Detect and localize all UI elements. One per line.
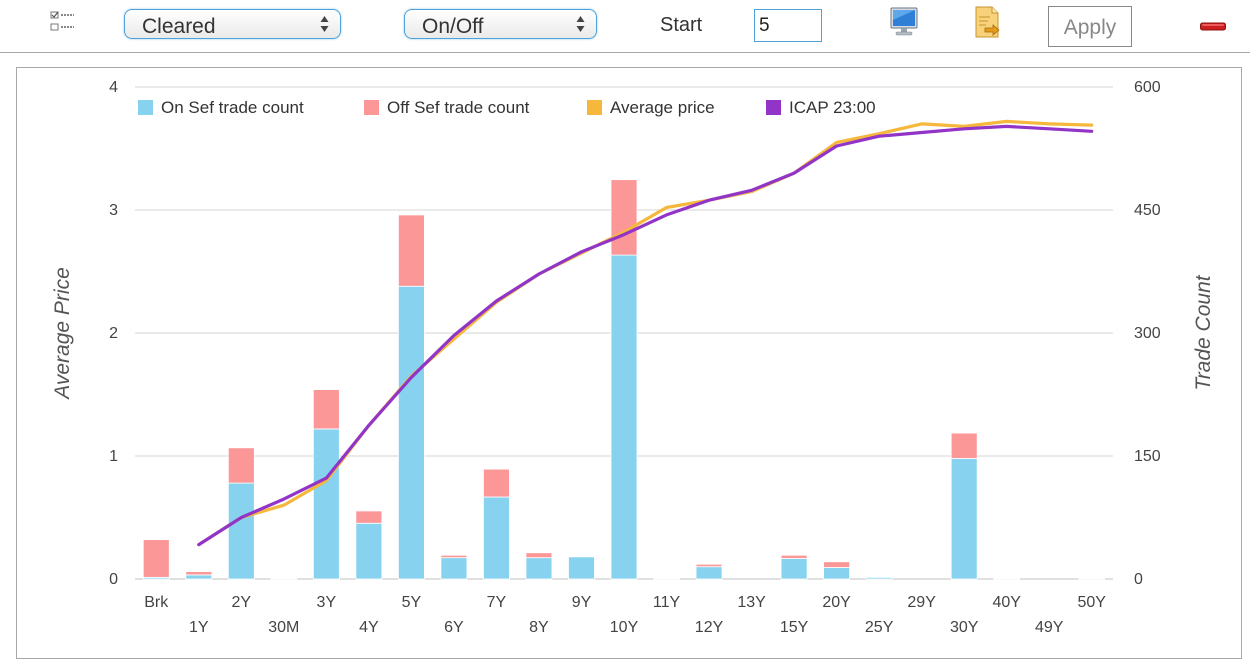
left-axis-title: Average Price	[51, 267, 74, 401]
legend-label: Average price	[610, 98, 715, 117]
bar	[568, 556, 595, 580]
bar	[312, 428, 340, 580]
select-arrows-icon	[320, 16, 329, 32]
bar	[950, 432, 978, 459]
clearing-select-value: Cleared	[142, 15, 216, 38]
bar	[312, 389, 340, 430]
category-label: 20Y	[822, 594, 851, 611]
bar	[440, 554, 468, 559]
right-tick-label: 0	[1134, 571, 1143, 588]
select-arrows-icon	[576, 16, 585, 32]
legend-label: Off Sef trade count	[387, 98, 530, 117]
bar	[355, 522, 383, 580]
export-icon[interactable]	[972, 5, 1002, 39]
category-label: 49Y	[1035, 619, 1064, 636]
sef-select[interactable]: On/Off	[404, 9, 597, 39]
bar	[270, 577, 298, 580]
bar	[185, 571, 213, 576]
right-tick-label: 600	[1134, 79, 1161, 96]
bar	[355, 510, 383, 524]
series-line	[197, 124, 1094, 547]
legend-swatch	[138, 100, 153, 115]
legend-swatch	[766, 100, 781, 115]
bar	[695, 563, 723, 568]
toolbar: Cleared On/Off Start Apply	[0, 0, 1250, 53]
bar	[780, 554, 808, 559]
right-axis-title: Trade Count	[1192, 274, 1215, 390]
category-label: 29Y	[907, 594, 936, 611]
legend-label: ICAP 23:00	[789, 98, 876, 117]
category-label: 40Y	[992, 594, 1021, 611]
bar	[823, 567, 851, 580]
bar	[142, 539, 170, 578]
bar	[1078, 577, 1106, 580]
bar	[525, 552, 553, 559]
start-label: Start	[660, 14, 703, 36]
legend-swatch	[587, 100, 602, 115]
category-label: 30Y	[950, 619, 979, 636]
bar	[653, 577, 680, 580]
category-label: 50Y	[1078, 594, 1107, 611]
bar	[993, 577, 1021, 580]
minus-icon[interactable]	[1200, 22, 1226, 32]
left-tick-label: 2	[109, 325, 118, 342]
category-label: Brk	[144, 594, 169, 611]
bar	[397, 214, 425, 287]
category-label: 5Y	[402, 594, 422, 611]
left-tick-label: 0	[109, 571, 118, 588]
bar	[865, 576, 893, 580]
legend-label: On Sef trade count	[161, 98, 304, 117]
checklist-icon[interactable]	[49, 10, 79, 36]
category-label: 1Y	[189, 619, 209, 636]
bar	[823, 561, 851, 568]
bar	[610, 179, 638, 256]
clearing-select[interactable]: Cleared	[124, 9, 341, 39]
left-tick-label: 4	[109, 79, 118, 96]
bar	[525, 557, 553, 580]
bar	[440, 557, 468, 580]
right-tick-label: 300	[1134, 325, 1161, 342]
chart-frame: 0 1 2 3 4 0 150 300 450 600 Average Price Trade Cou…	[16, 67, 1242, 659]
category-label: 15Y	[780, 619, 809, 636]
category-label: 13Y	[737, 594, 766, 611]
bar	[950, 458, 978, 580]
category-label: 3Y	[317, 594, 337, 611]
category-label: 30M	[268, 619, 299, 636]
bar	[780, 558, 808, 580]
bar	[483, 468, 510, 498]
bar	[695, 566, 723, 580]
monitor-icon[interactable]	[888, 6, 920, 38]
left-tick-label: 1	[109, 448, 118, 465]
right-tick-label: 150	[1134, 448, 1161, 465]
bar	[185, 574, 213, 580]
start-input[interactable]	[754, 9, 822, 42]
bar	[483, 496, 510, 580]
category-label: 9Y	[572, 594, 592, 611]
legend-swatch	[364, 100, 379, 115]
bar	[227, 447, 255, 484]
bar	[397, 285, 425, 580]
sef-select-value: On/Off	[422, 15, 484, 38]
category-label: 25Y	[865, 619, 894, 636]
category-label: 6Y	[444, 619, 464, 636]
category-label: 2Y	[232, 594, 252, 611]
category-label: 11Y	[653, 594, 681, 611]
category-label: 10Y	[610, 619, 639, 636]
left-tick-label: 3	[109, 202, 118, 219]
category-label: 8Y	[529, 619, 549, 636]
trade-chart: 0 1 2 3 4 0 150 300 450 600 Average Price Trade Cou…	[51, 79, 1215, 636]
category-label: 12Y	[695, 619, 724, 636]
bar	[227, 482, 255, 580]
right-tick-label: 450	[1134, 202, 1161, 219]
category-label: 4Y	[359, 619, 379, 636]
bar	[610, 254, 638, 580]
category-label: 7Y	[487, 594, 507, 611]
apply-button[interactable]: Apply	[1048, 6, 1132, 47]
